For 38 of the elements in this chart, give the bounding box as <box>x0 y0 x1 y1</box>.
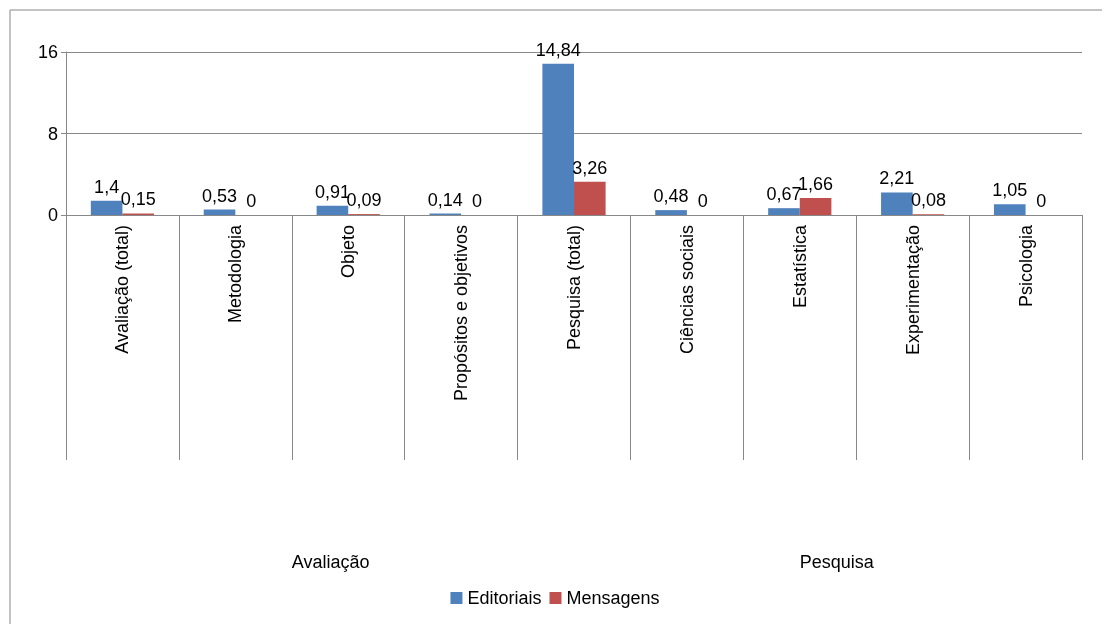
bar <box>655 210 687 215</box>
x-tick-label: Objeto <box>338 225 359 279</box>
bar <box>542 63 574 215</box>
data-label: 1,4 <box>94 176 120 197</box>
x-tick-label: Estatística <box>789 224 810 309</box>
data-label: 0 <box>697 191 708 211</box>
x-tick-label: Ciências sociais <box>676 225 697 355</box>
y-tick-label: 8 <box>47 123 58 144</box>
bar <box>316 205 349 215</box>
bar <box>203 209 236 215</box>
bar <box>881 192 913 215</box>
data-label: 0 <box>246 191 257 211</box>
text: Avaliação <box>291 552 370 572</box>
x-tick-label: Metodologia <box>225 224 246 324</box>
y-tick-label: 16 <box>37 42 58 62</box>
data-label: 0,48 <box>653 186 689 207</box>
legend-label: Mensagens <box>566 588 660 608</box>
x-tick-label: Psicologia <box>1015 224 1036 308</box>
data-label: 0,53 <box>202 185 238 206</box>
data-label: 1,05 <box>992 180 1028 201</box>
text: Pesquisa <box>799 552 875 572</box>
data-label: 0,15 <box>120 189 156 210</box>
bar <box>768 208 800 215</box>
data-label: 14,84 <box>535 39 581 60</box>
x-tick-label: Experimentação <box>902 225 923 356</box>
x-tick-label: Avaliação (total) <box>112 225 133 354</box>
bar <box>993 204 1026 215</box>
legend-label: Editoriais <box>467 588 542 608</box>
data-label: 0 <box>1036 191 1047 211</box>
bar <box>799 198 832 215</box>
data-label: 0 <box>471 191 482 211</box>
y-tick-label: 0 <box>47 205 58 225</box>
data-label: 2,21 <box>879 168 915 189</box>
x-tick-label: Pesquisa (total) <box>564 225 584 351</box>
bar <box>90 200 123 215</box>
bar <box>574 181 606 215</box>
x-tick-label: Propósitos e objetivos <box>451 225 472 402</box>
data-label: 0,14 <box>427 189 463 210</box>
